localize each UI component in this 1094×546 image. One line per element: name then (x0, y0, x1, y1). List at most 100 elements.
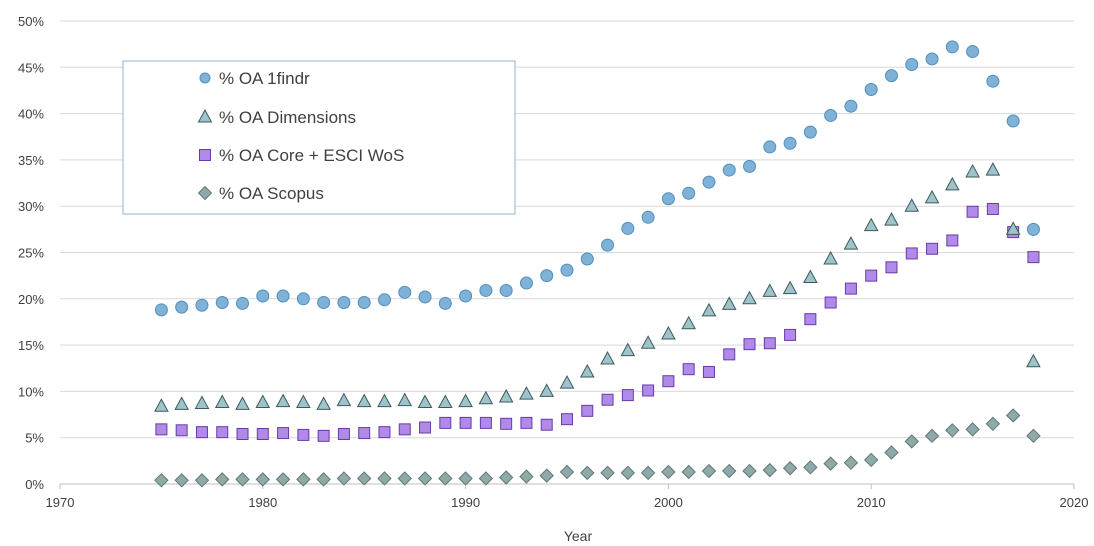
oa-scopus-point (701, 463, 717, 479)
y-tick-label: 50% (18, 14, 44, 29)
oa-core-esci-wos-point (966, 205, 979, 218)
oa-1findr-point (398, 285, 412, 299)
oa-1findr-point (479, 283, 493, 297)
legend-oa-core-esci-wos-marker (199, 149, 211, 161)
oa-scopus-point (336, 471, 352, 486)
oa-1findr-point (763, 140, 777, 154)
oa-dimensions-point (681, 315, 697, 330)
oa-core-esci-wos-point (398, 423, 411, 436)
oa-scopus-point (275, 472, 291, 487)
oa-dimensions-point (944, 176, 960, 191)
oa-core-esci-wos-point (175, 424, 188, 437)
oa-dimensions-point (255, 394, 271, 409)
oa-core-esci-wos-point (784, 328, 797, 341)
oa-core-esci-wos-point (581, 404, 594, 417)
oa-core-esci-wos-point (986, 202, 999, 215)
oa-core-esci-wos-point (804, 313, 817, 326)
oa-1findr-point (438, 296, 452, 310)
oa-dimensions-point (316, 396, 331, 410)
oa-core-esci-wos-point (419, 421, 432, 434)
oa-core-esci-wos-point (946, 234, 959, 247)
oa-scopus-point (1005, 408, 1021, 423)
legend-oa-dimensions-marker (197, 108, 213, 123)
x-tick-label: 2020 (1060, 495, 1089, 510)
oa-scopus-point (559, 464, 575, 480)
legend-oa-scopus-marker (197, 185, 213, 201)
oa-scopus-point (661, 464, 676, 480)
oa-dimensions-point (417, 394, 433, 409)
oa-1findr-point (377, 293, 391, 307)
oa-scopus-point (843, 455, 859, 470)
oa-scopus-point (458, 471, 473, 486)
oa-scopus-point (316, 472, 331, 487)
oa-1findr-point (966, 45, 980, 59)
oa-scopus-point (1026, 428, 1041, 444)
oa-scopus-point (498, 470, 514, 485)
oa-core-esci-wos-point (702, 365, 715, 378)
x-tick-label: 2000 (654, 495, 683, 510)
oa-core-esci-wos-point (358, 427, 371, 440)
oa-scopus-point (194, 473, 210, 488)
oa-core-esci-wos-point (662, 375, 675, 388)
y-tick-label: 25% (18, 246, 44, 261)
oa-dimensions-point (437, 394, 453, 409)
oa-1findr-point (824, 108, 838, 122)
oa-scopus-point (478, 471, 494, 486)
oa-dimensions-point (904, 198, 920, 212)
oa-1findr-point (276, 289, 290, 303)
x-tick-label: 1980 (248, 495, 277, 510)
y-axis-tick-labels: 0% 5% 10% 15% 20% 25% 30% 35% 40% 45% 50% (18, 14, 44, 492)
oa-scopus-point (640, 465, 656, 481)
oa-dimensions-point (458, 393, 473, 408)
oa-1findr-point (743, 159, 757, 173)
legend-oa-1findr-marker (199, 72, 211, 84)
y-tick-label: 20% (18, 292, 44, 307)
oa-dimensions-point (600, 350, 615, 365)
oa-core-esci-wos-point (155, 423, 168, 436)
oa-scopus-point (154, 473, 169, 488)
oa-scopus-point (945, 423, 960, 438)
oa-dimensions-point (275, 393, 291, 408)
legend-oa-scopus-label: % OA Scopus (219, 184, 324, 203)
oa-dimensions-point (519, 386, 534, 400)
oa-scopus-point (742, 463, 757, 479)
y-tick-label: 15% (18, 338, 44, 353)
oa-1findr-point (418, 290, 432, 304)
oa-scopus-point (985, 416, 1001, 432)
oa-core-esci-wos-point (540, 418, 553, 431)
oa-core-esci-wos-point (378, 426, 391, 439)
oa-dimensions-point (782, 280, 798, 295)
oa-scopus-point (255, 472, 271, 487)
oa-scopus-point (863, 452, 879, 468)
oa-dimensions-point (336, 392, 352, 407)
oa-dimensions-point (701, 302, 717, 317)
oa-1findr-point (256, 289, 270, 303)
oa-dimensions-point (235, 396, 250, 410)
y-tick-label: 5% (25, 431, 44, 446)
oa-dimensions-point (843, 236, 859, 250)
oa-1findr-point (175, 300, 189, 314)
oa-1findr-point (803, 125, 817, 139)
oa-1findr-point (1006, 114, 1020, 128)
oa-1findr-point (905, 58, 919, 72)
oa-core-esci-wos-point (195, 426, 208, 439)
oa-dimensions-point (194, 395, 210, 409)
oa-1findr-point (702, 175, 716, 189)
oa-dimensions-point (661, 325, 676, 340)
oa-1findr-point (722, 163, 736, 177)
y-tick-label: 40% (18, 107, 44, 122)
oa-dimensions-point (721, 296, 737, 310)
oa-core-esci-wos-point (520, 416, 533, 429)
oa-scopus-point (620, 465, 636, 481)
oa-scopus-point (580, 465, 595, 481)
oa-1findr-point (661, 192, 675, 206)
oa-dimensions-point (397, 392, 413, 407)
oa-1findr-point (844, 99, 858, 113)
oa-core-esci-wos-point (865, 269, 878, 282)
oa-1findr-point (945, 40, 959, 54)
oa-scopus-point (356, 471, 372, 486)
oa-1findr-point (337, 296, 351, 310)
oa-scopus-point (782, 461, 798, 476)
oa-dimensions-point (478, 390, 494, 405)
oa-core-esci-wos-point (601, 393, 614, 406)
